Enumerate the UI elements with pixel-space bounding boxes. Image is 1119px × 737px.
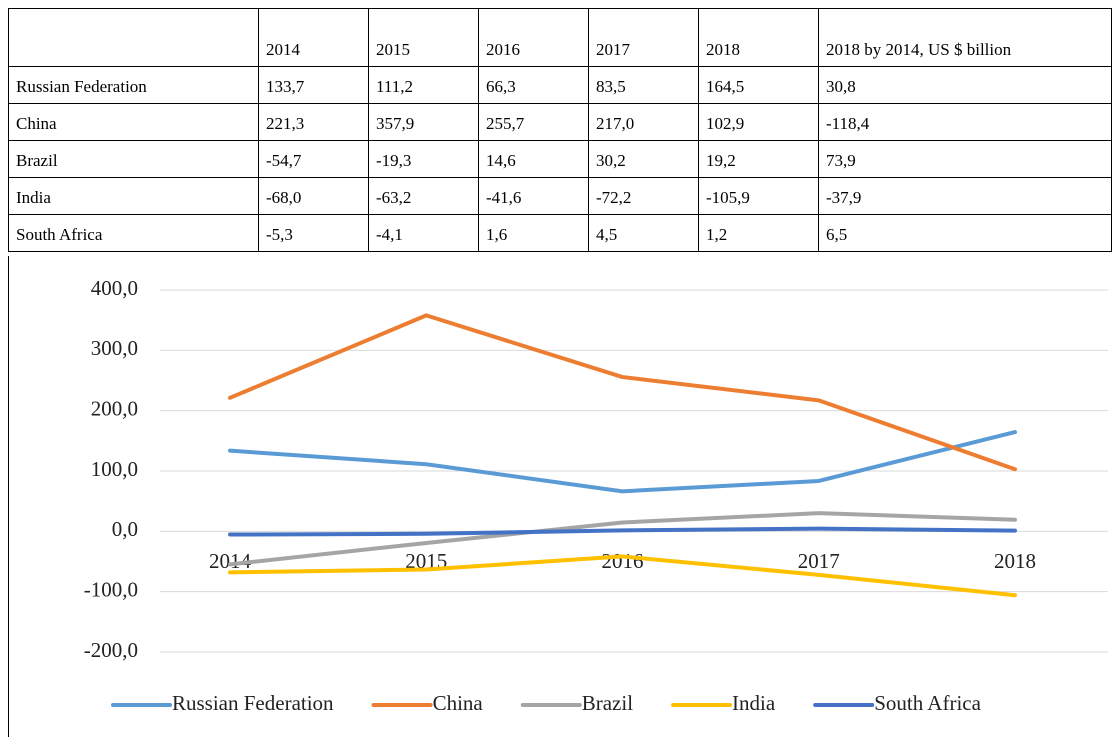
series-line <box>228 313 1017 472</box>
series-line <box>228 511 1017 567</box>
value-cell: 73,9 <box>818 140 1112 178</box>
legend-label: South Africa <box>874 691 981 715</box>
value-cell: 30,8 <box>818 66 1112 104</box>
value-cell: -54,7 <box>258 140 369 178</box>
x-tick-label: 2016 <box>602 549 644 573</box>
value-cell: -5,3 <box>258 214 369 252</box>
value-cell: -63,2 <box>368 177 479 215</box>
y-tick-label: 200,0 <box>91 396 138 420</box>
table-row: China 221,3 357,9 255,7 217,0 102,9 -118,4 <box>8 103 1112 141</box>
value-cell: 30,2 <box>588 140 699 178</box>
table-row: India -68,0 -63,2 -41,6 -72,2 -105,9 -37,9 <box>8 177 1112 215</box>
x-tick-label: 2017 <box>798 549 840 573</box>
value-cell: 66,3 <box>478 66 589 104</box>
series-line <box>228 430 1017 494</box>
y-tick-label: -200,0 <box>84 638 138 662</box>
legend-label: India <box>732 691 776 715</box>
series-line <box>228 554 1017 598</box>
value-cell: 133,7 <box>258 66 369 104</box>
value-cell: 4,5 <box>588 214 699 252</box>
table-row: Brazil -54,7 -19,3 14,6 30,2 19,2 73,9 <box>8 140 1112 178</box>
value-cell: 83,5 <box>588 66 699 104</box>
table-row: Russian Federation 133,7 111,2 66,3 83,5 164,… <box>8 66 1112 104</box>
header-cell: 2016 <box>478 8 589 67</box>
value-cell: -4,1 <box>368 214 479 252</box>
row-label: Brazil <box>8 140 259 178</box>
header-row: 2014 2015 2016 2017 2018 2018 by 2014, US $ b… <box>8 8 1112 67</box>
value-cell: 6,5 <box>818 214 1112 252</box>
value-cell: 102,9 <box>698 103 819 141</box>
value-cell: 164,5 <box>698 66 819 104</box>
data-table: 2014 2015 2016 2017 2018 2018 by 2014, US $ b… <box>8 8 1112 252</box>
value-cell: 1,2 <box>698 214 819 252</box>
value-cell: 14,6 <box>478 140 589 178</box>
corner-cell <box>8 8 259 67</box>
legend-label: China <box>433 691 484 715</box>
value-cell: 19,2 <box>698 140 819 178</box>
value-cell: 1,6 <box>478 214 589 252</box>
value-cell: -37,9 <box>818 177 1112 215</box>
row-label: India <box>8 177 259 215</box>
value-cell: 255,7 <box>478 103 589 141</box>
value-cell: -68,0 <box>258 177 369 215</box>
header-cell: 2015 <box>368 8 479 67</box>
y-tick-label: -100,0 <box>84 577 138 601</box>
value-cell: 217,0 <box>588 103 699 141</box>
value-cell: -41,6 <box>478 177 589 215</box>
header-cell: 2018 by 2014, US $ billion <box>818 8 1112 67</box>
table-row: South Africa -5,3 -4,1 1,6 4,5 1,2 6,5 <box>8 214 1112 252</box>
y-tick-label: 0,0 <box>112 517 138 541</box>
row-label: South Africa <box>8 214 259 252</box>
value-cell: -19,3 <box>368 140 479 178</box>
header-cell: 2014 <box>258 8 369 67</box>
value-cell: 221,3 <box>258 103 369 141</box>
header-cell: 2017 <box>588 8 699 67</box>
value-cell: 357,9 <box>368 103 479 141</box>
y-tick-label: 100,0 <box>91 457 138 481</box>
y-tick-label: 300,0 <box>91 336 138 360</box>
value-cell: -72,2 <box>588 177 699 215</box>
value-cell: 111,2 <box>368 66 479 104</box>
value-cell: -118,4 <box>818 103 1112 141</box>
y-tick-label: 400,0 <box>91 276 138 300</box>
legend-label: Brazil <box>582 691 633 715</box>
value-cell: -105,9 <box>698 177 819 215</box>
row-label: China <box>8 103 259 141</box>
x-tick-label: 2018 <box>994 549 1036 573</box>
row-label: Russian Federation <box>8 66 259 104</box>
series-line <box>228 526 1017 537</box>
legend-label: Russian Federation <box>172 691 334 715</box>
header-cell: 2018 <box>698 8 819 67</box>
